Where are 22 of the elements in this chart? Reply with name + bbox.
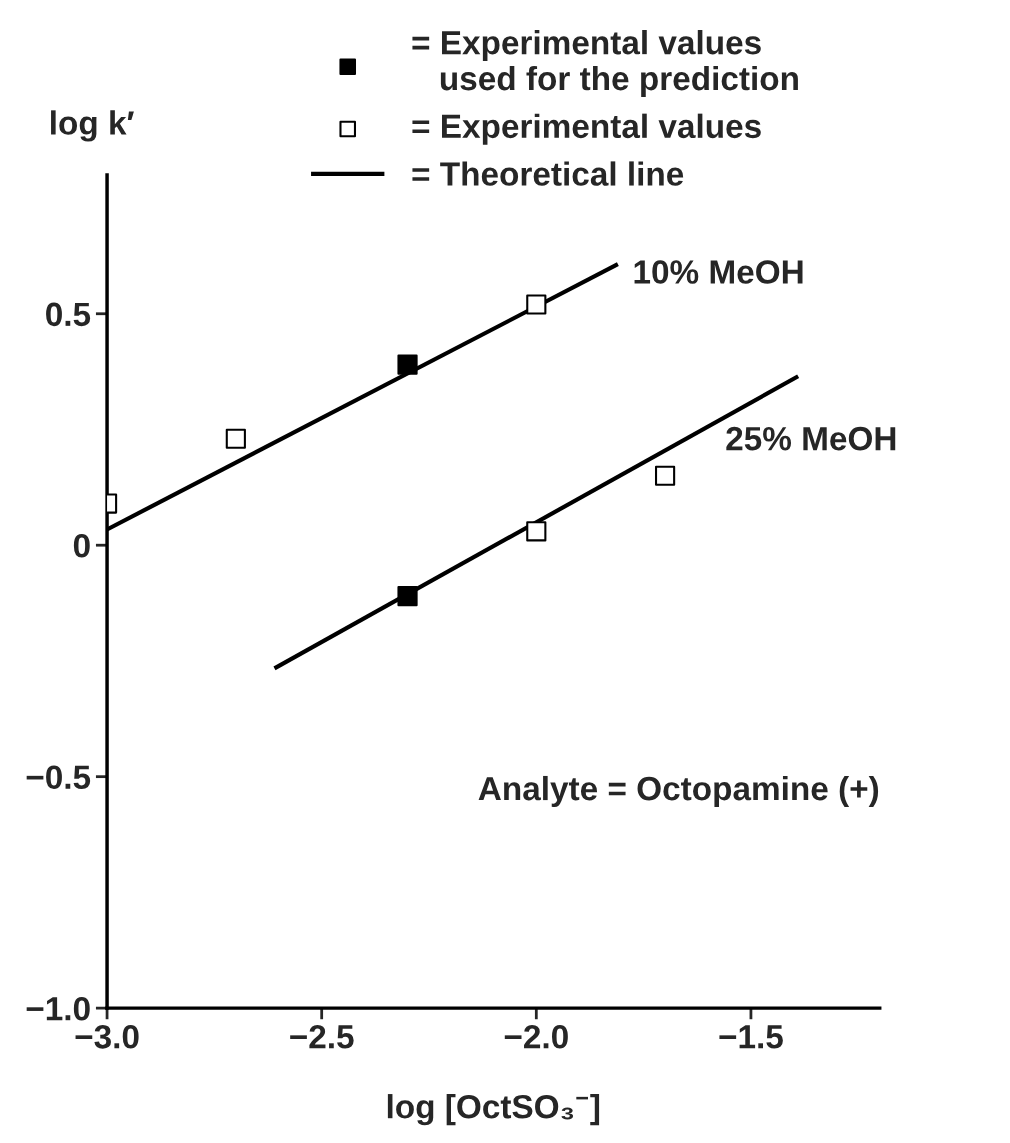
point [397,354,418,375]
legend-label: = Experimental values [412,113,761,145]
legend-label: = Theoretical line [412,161,684,186]
point [654,465,676,486]
y-axis-title: log k′ [51,110,134,142]
annotation: 25% MeOH [726,426,896,451]
x-tick-label: −2.0 [504,1024,568,1049]
point [225,428,246,449]
annotation: Analyte = Octopamine (+) [478,775,879,808]
y-tick-label: 0 [73,534,90,558]
y-tick-label: −1.0 [26,996,90,1021]
point [397,586,418,607]
y-tick-label: −0.5 [26,765,91,790]
y-tick-label: 0.5 [46,302,91,327]
point [526,294,547,315]
x-axis-title: log [OctSO₃$^{−}$] [387,1094,600,1126]
x-tick-label: −3.0 [75,1024,139,1049]
x-tick-label: −1.5 [719,1025,783,1049]
x-tick-label: −2.5 [290,1024,354,1049]
point [526,521,547,542]
annotation: 10% MeOH [634,260,803,284]
legend-label: = Experimental values used for the prediction [412,30,798,97]
